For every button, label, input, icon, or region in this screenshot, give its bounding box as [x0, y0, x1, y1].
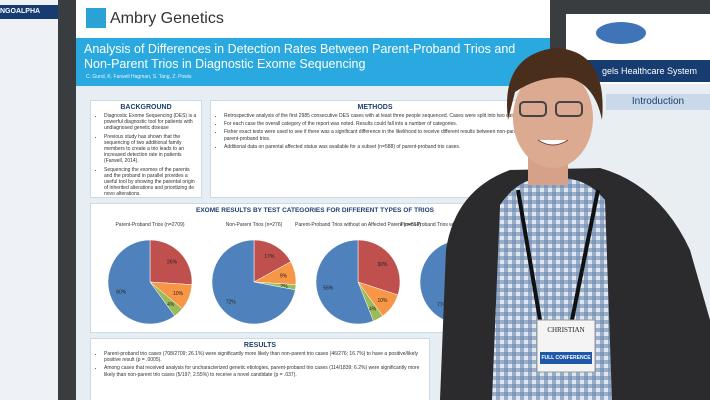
methods-box: METHODS Retrospective analysis of the fi…	[210, 100, 540, 198]
pie-slice	[107, 239, 176, 325]
right-heading: Introduction	[606, 94, 710, 110]
section-heading: METHODS	[357, 104, 393, 111]
face	[513, 68, 593, 168]
poster-header: Ambry Genetics	[76, 0, 550, 38]
bullet: Diagnostic Exome Sequencing (DES) is a p…	[104, 113, 197, 132]
bullet: Parent-proband trio cases (708/2709; 26.…	[104, 351, 425, 363]
bullet: Additional data on parental affected sta…	[224, 144, 535, 150]
logo-icon	[86, 8, 106, 28]
section-heading: BACKGROUND	[120, 104, 172, 111]
section-heading: RESULTS	[243, 342, 277, 349]
glasses	[555, 101, 583, 117]
background-box: BACKGROUND Diagnostic Exome Sequencing (…	[90, 100, 202, 198]
bullet: For each case the overall category of th…	[224, 121, 535, 127]
slice-label: 4%	[369, 306, 377, 312]
badge-name: CHRISTIAN	[547, 326, 585, 334]
poster-title: Analysis of Differences in Detection Rat…	[84, 42, 516, 71]
badge-strip	[540, 352, 592, 364]
pie-slice	[149, 239, 193, 285]
smile	[537, 139, 569, 146]
slice-label: 30%	[377, 262, 388, 268]
authors: C. Gund, K. Farwell Hagman, S. Tang, Z. …	[86, 74, 192, 80]
bullet-list: Diagnostic Exome Sequencing (DES) is a p…	[95, 113, 197, 197]
pie-title: Parent-Proband Trios (n=2709)	[115, 222, 184, 228]
section-heading: EXOME RESULTS BY TEST CATEGORIES FOR DIF…	[196, 207, 434, 214]
slice-label: 77%	[437, 303, 448, 309]
hair	[506, 48, 603, 120]
right-banner: gels Healthcare System	[566, 60, 710, 82]
right-logo	[596, 22, 646, 44]
slice-label: 10%	[377, 298, 388, 304]
badge-type: FULL CONFERENCE	[541, 355, 591, 361]
slice-label: 17%	[264, 254, 275, 260]
pie-slice	[253, 239, 292, 283]
pie-title: Non-Parent Trios (n=276)	[226, 222, 283, 228]
bullet: Retrospective analysis of the first 2985…	[224, 113, 535, 119]
slice-label: 10%	[173, 291, 184, 297]
title-band: Analysis of Differences in Detection Rat…	[76, 38, 550, 86]
bullet-list: Retrospective analysis of the first 2985…	[215, 113, 535, 150]
results-box: RESULTS Parent-proband trio cases (708/2…	[90, 338, 430, 400]
logo-text: Ambry Genetics	[110, 10, 224, 27]
slice-label: 9%	[280, 273, 288, 279]
slice-label: 72%	[226, 299, 237, 305]
bullet-list: Parent-proband trio cases (708/2709; 26.…	[95, 351, 425, 378]
glasses	[519, 101, 547, 117]
slice-label: 60%	[116, 289, 127, 295]
pie-slice	[315, 239, 374, 325]
lanyard	[516, 189, 600, 321]
slice-label: 2%	[280, 284, 288, 290]
bullet: Previous study has shown that the sequen…	[104, 134, 197, 165]
slice-label: 26%	[167, 259, 178, 265]
slice-label: 4%	[167, 302, 175, 308]
bullet: Among cases that received analysis for u…	[104, 365, 425, 377]
left-poster: NGOALPHA	[0, 0, 58, 400]
bullet: Fisher exact tests were used to see if t…	[224, 129, 535, 141]
left-banner: NGOALPHA	[0, 5, 58, 19]
slice-label: 56%	[323, 286, 334, 292]
pie-slice	[357, 239, 401, 296]
pie-title: Parent-Proband Trios without an Affected…	[295, 222, 421, 228]
bullet: Sequencing the exomes of the parents and…	[104, 167, 197, 197]
pie-slice	[211, 239, 296, 325]
